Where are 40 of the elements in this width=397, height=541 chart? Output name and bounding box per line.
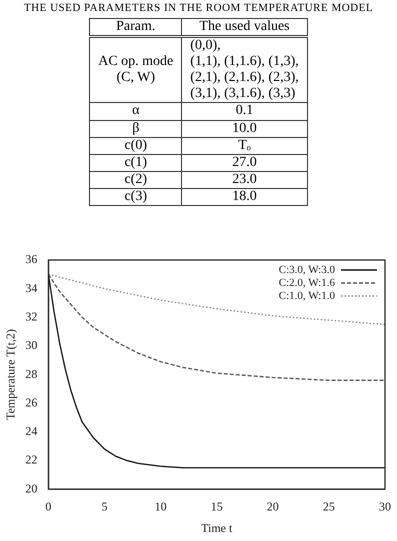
y-tick-label: 30 bbox=[25, 338, 38, 352]
text: THE USED PARAMETERS IN THE ROOM TEMPERATURE MODEL bbox=[22, 2, 374, 14]
y-tick-label: 22 bbox=[25, 452, 38, 467]
text: 0.1 bbox=[182, 102, 308, 120]
text: α bbox=[90, 102, 182, 120]
legend-label: C:1.0, W:1.0 bbox=[278, 290, 336, 302]
x-tick-label: 30 bbox=[379, 500, 391, 514]
y-tick-label: 26 bbox=[25, 395, 38, 410]
text: Param. bbox=[90, 18, 182, 37]
text: 10.0 bbox=[182, 120, 308, 138]
y-axis-title: Temperature T(t,2) bbox=[3, 329, 18, 420]
legend-label: C:2.0, W:1.6 bbox=[278, 276, 336, 289]
text: Tₒ bbox=[182, 137, 308, 154]
text: 27.0 bbox=[182, 154, 308, 172]
text: 18.0 bbox=[182, 188, 308, 206]
x-axis-title: Time t bbox=[201, 520, 233, 535]
y-tick-label: 20 bbox=[25, 481, 38, 496]
text: The used values bbox=[182, 18, 308, 37]
text: (0,0), (1,1), (1,1.6), (1,3), (2,1), (2,1.6), (2,3), (3,1), (3,1.6), (3,3) bbox=[182, 36, 308, 103]
y-tick-label: 32 bbox=[25, 309, 38, 324]
text: β bbox=[90, 120, 182, 138]
text: c(0) bbox=[90, 137, 182, 154]
x-tick-label: 10 bbox=[154, 500, 167, 514]
line-series bbox=[48, 274, 385, 326]
y-tick-label: 36 bbox=[25, 252, 38, 266]
text: 23.0 bbox=[182, 171, 308, 188]
line-series bbox=[48, 274, 385, 381]
x-tick-label: 20 bbox=[266, 500, 279, 514]
text: c(3) bbox=[90, 188, 182, 206]
x-tick-label: 25 bbox=[322, 500, 335, 514]
text: c(2) bbox=[90, 171, 182, 188]
y-tick-label: 34 bbox=[25, 280, 38, 295]
x-tick-label: 0 bbox=[45, 500, 52, 514]
x-tick-label: 5 bbox=[102, 500, 108, 514]
y-tick-label: 28 bbox=[25, 366, 38, 381]
text: AC op. mode (C, W) bbox=[90, 36, 182, 103]
legend-label: C:3.0, W:3.0 bbox=[278, 264, 336, 276]
y-tick-label: 24 bbox=[25, 424, 38, 438]
text: c(1) bbox=[90, 154, 182, 172]
x-tick-label: 15 bbox=[210, 500, 223, 514]
